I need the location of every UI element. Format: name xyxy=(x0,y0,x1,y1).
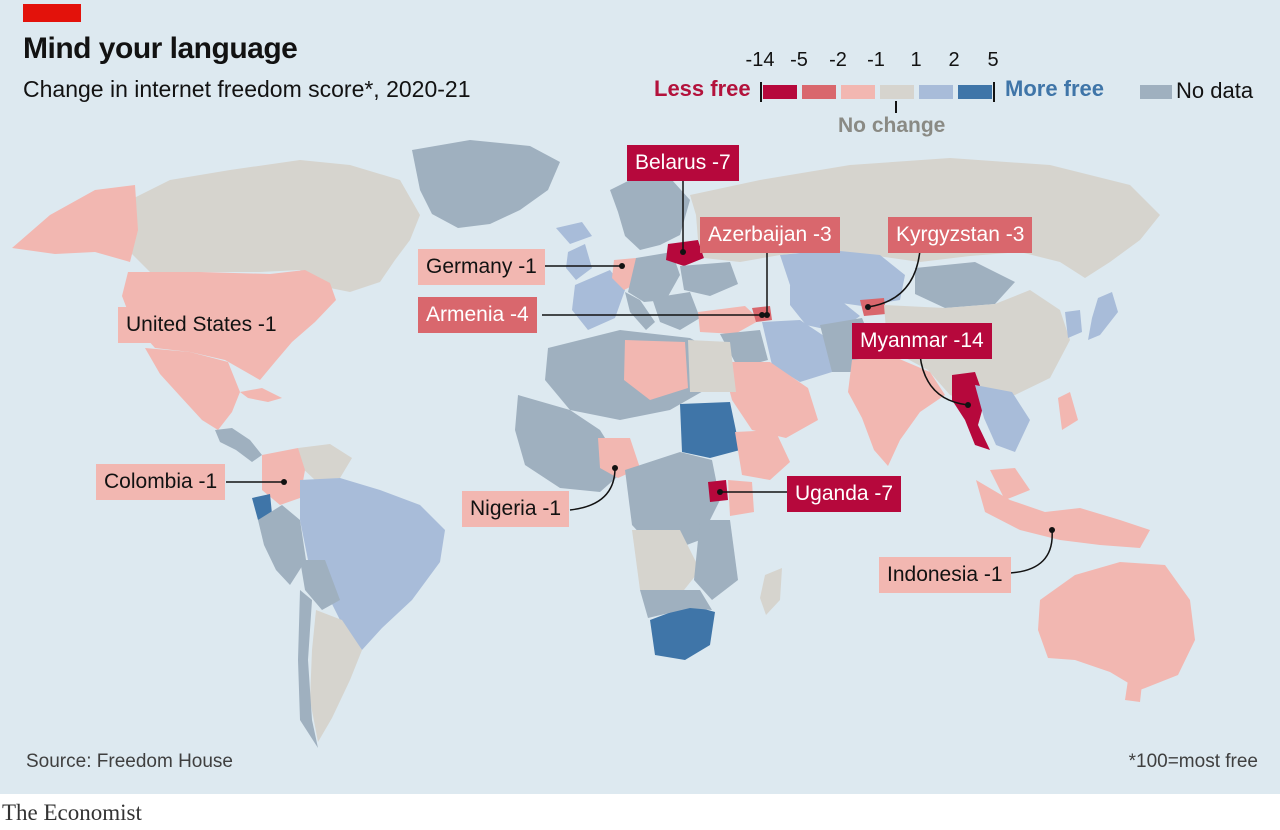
malaysia xyxy=(990,468,1030,500)
ethiopia xyxy=(735,430,790,480)
source-note: Source: Freedom House xyxy=(26,751,233,772)
peru xyxy=(258,505,306,585)
label-armenia: Armenia -4 xyxy=(418,297,537,333)
label-germany: Germany -1 xyxy=(418,249,545,285)
label-united-states: United States -1 xyxy=(118,307,285,343)
italy xyxy=(625,292,655,330)
map-frame: Mind your language Change in internet fr… xyxy=(0,0,1280,794)
iran xyxy=(762,320,832,382)
canada xyxy=(128,160,420,292)
iceland xyxy=(556,222,592,244)
legend-tick: 5 xyxy=(987,49,999,71)
legend-no-data: No data xyxy=(1176,78,1254,103)
sudan xyxy=(680,402,740,458)
legend-tick: -2 xyxy=(829,49,847,71)
legend-swatch-plus5 xyxy=(958,85,992,99)
south-africa xyxy=(650,605,715,660)
ecuador xyxy=(252,494,272,520)
indochina xyxy=(975,385,1030,452)
japan xyxy=(1088,292,1118,340)
legend-no-change-tick xyxy=(895,101,897,113)
legend-swatch-plus2 xyxy=(919,85,953,99)
new-zealand xyxy=(1125,680,1142,702)
east-africa-south xyxy=(694,520,738,600)
levant xyxy=(720,330,768,368)
label-azerbaijan: Azerbaijan -3 xyxy=(700,217,840,253)
legend-separator xyxy=(760,82,762,102)
legend-tick: -14 xyxy=(745,49,775,71)
legend-swatch-minus14 xyxy=(763,85,797,99)
kenya xyxy=(728,480,754,516)
alaska xyxy=(12,185,138,262)
argentina xyxy=(310,610,362,742)
legend-tick: 1 xyxy=(910,49,922,71)
legend-tick: -5 xyxy=(790,49,808,71)
brazil xyxy=(300,478,445,650)
turkey xyxy=(698,306,760,334)
label-belarus: Belarus -7 xyxy=(627,145,739,181)
colombia xyxy=(262,448,305,505)
indonesia xyxy=(976,480,1150,548)
label-nigeria: Nigeria -1 xyxy=(462,491,570,527)
legend-swatch-minus2 xyxy=(841,85,875,99)
legend-swatch-no-change xyxy=(880,85,914,99)
leader-dots xyxy=(281,249,1055,533)
uk xyxy=(566,244,592,280)
namibia-botswana xyxy=(640,590,712,618)
world-map xyxy=(12,140,1195,748)
legend-no-change: No change xyxy=(838,114,946,137)
leader-lines xyxy=(226,176,1053,574)
label-colombia: Colombia -1 xyxy=(96,464,226,500)
southern-africa-north xyxy=(632,530,700,595)
legend-tick: -1 xyxy=(867,49,885,71)
venezuela-guyanas xyxy=(298,444,352,480)
egypt xyxy=(688,340,736,392)
central-america xyxy=(215,428,262,462)
balkans xyxy=(652,292,700,330)
chile xyxy=(298,590,318,748)
nigeria xyxy=(598,438,640,478)
bolivia-paraguay xyxy=(300,560,340,610)
chart-title: Mind your language xyxy=(23,32,298,65)
arabia xyxy=(722,362,818,438)
label-myanmar: Myanmar -14 xyxy=(852,323,992,359)
scandinavia xyxy=(610,175,690,250)
legend-swatch-minus5 xyxy=(802,85,836,99)
label-kyrgyzstan: Kyrgyzstan -3 xyxy=(888,217,1033,253)
india xyxy=(848,355,945,466)
legend-tick: 2 xyxy=(948,49,960,71)
chart-subtitle: Change in internet freedom score*, 2020-… xyxy=(23,76,471,102)
footnote: *100=most free xyxy=(1128,751,1258,772)
madagascar xyxy=(760,568,782,615)
legend-swatch-no-data xyxy=(1140,85,1172,99)
korea xyxy=(1065,310,1082,338)
legend-more-free: More free xyxy=(1005,76,1105,101)
central-asia xyxy=(790,285,860,332)
australia xyxy=(1038,562,1195,690)
legend-separator xyxy=(993,82,995,102)
west-africa xyxy=(515,395,625,492)
mongolia xyxy=(915,262,1015,308)
label-indonesia: Indonesia -1 xyxy=(879,557,1011,593)
greenland xyxy=(412,140,560,228)
brand-logo-text: The Economist xyxy=(2,800,142,825)
central-europe xyxy=(628,252,680,302)
libya xyxy=(624,340,688,400)
kyrgyzstan xyxy=(860,298,886,316)
cuba xyxy=(240,388,282,402)
central-africa xyxy=(625,452,720,555)
philippines xyxy=(1058,392,1078,430)
ukraine xyxy=(680,262,738,296)
economist-red-bar xyxy=(23,4,81,22)
label-uganda: Uganda -7 xyxy=(787,476,902,512)
mexico xyxy=(145,348,240,430)
legend-less-free: Less free xyxy=(654,76,751,101)
